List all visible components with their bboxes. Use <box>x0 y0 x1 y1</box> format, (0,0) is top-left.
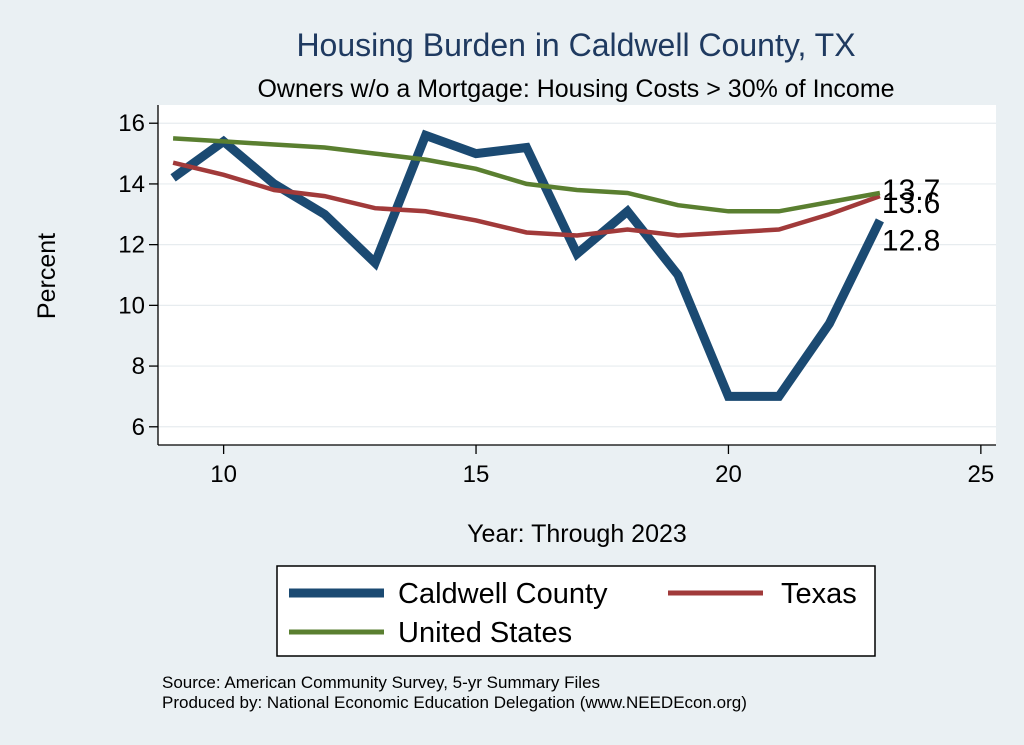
series-line-texas <box>172 160 881 238</box>
chart-title: Housing Burden in Caldwell County, TX <box>296 27 855 63</box>
series-line-united-states <box>172 136 881 214</box>
legend-label-texas: Texas <box>781 578 857 610</box>
producer-line: Produced by: National Economic Education… <box>162 693 747 712</box>
x-tick-label-10: 10 <box>210 461 237 488</box>
source-line: Source: American Community Survey, 5-yr … <box>162 673 600 692</box>
y-tick-label-10: 10 <box>118 292 145 319</box>
y-tick-label-6: 6 <box>132 414 145 441</box>
grid-lines <box>158 122 996 428</box>
end-label-united-states: 13.7 <box>882 174 940 207</box>
x-tick-label-20: 20 <box>715 461 742 488</box>
end-label-texas: 13.6 <box>882 187 940 220</box>
plot-area <box>158 105 996 445</box>
legend-label-caldwell: Caldwell County <box>398 578 608 610</box>
legend-label-us: United States <box>398 617 572 649</box>
x-axis-label: Year: Through 2023 <box>467 520 687 548</box>
axes: 6 8 10 12 14 16 10 15 20 25 <box>118 105 996 488</box>
end-label-caldwell-county: 12.8 <box>882 224 940 257</box>
y-tick-label-8: 8 <box>132 353 145 380</box>
chart-subtitle: Owners w/o a Mortgage: Housing Costs > 3… <box>257 75 894 103</box>
legend: Caldwell County Texas United States <box>276 565 876 657</box>
y-tick-label-16: 16 <box>118 110 145 137</box>
y-tick-label-12: 12 <box>118 232 145 259</box>
series-layer <box>170 129 884 401</box>
x-tick-label-25: 25 <box>968 461 995 488</box>
end-labels: 12.8 13.613.7 <box>882 174 940 257</box>
legend-box <box>276 565 876 657</box>
y-axis-label: Percent <box>33 233 61 319</box>
x-tick-label-15: 15 <box>463 461 490 488</box>
y-tick-label-14: 14 <box>118 171 145 198</box>
